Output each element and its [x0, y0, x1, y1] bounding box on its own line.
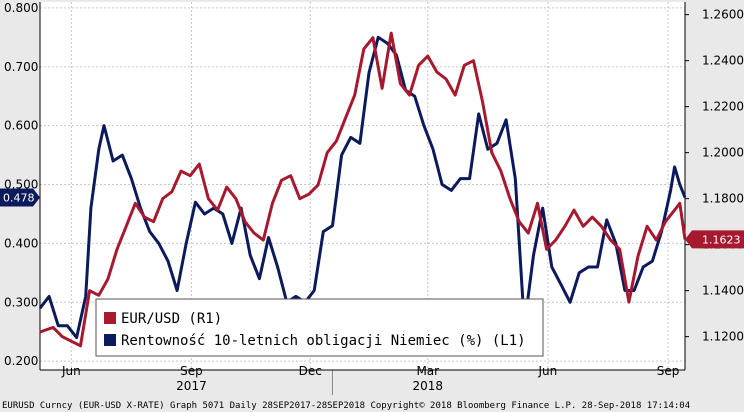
legend-label-eurusd: EUR/USD (R1) — [121, 311, 222, 327]
last-value-label-right: 1.1623 — [702, 233, 741, 246]
x-month-label: Jun — [61, 364, 81, 378]
y-right-tick-label: 1.1400 — [702, 284, 744, 298]
y-left-tick-label: 0.300 — [4, 295, 38, 309]
footer-source-text: EURUSD Curncy (EUR-USD X-RATE) Graph 507… — [2, 401, 690, 411]
y-left-tick-label: 0.700 — [4, 60, 38, 74]
gridlines — [40, 2, 685, 370]
legend-swatch-bund-yield — [104, 334, 116, 346]
x-month-label: Mar — [416, 364, 439, 378]
legend-label-bund-yield: Rentowność 10-letnich obligacji Niemiec … — [121, 333, 526, 349]
x-month-label: Jun — [538, 364, 558, 378]
y-left-tick-label: 0.600 — [4, 119, 38, 133]
legend-box — [95, 298, 544, 357]
y-right-tick-label: 1.2600 — [702, 8, 744, 22]
x-month-label: Sep — [180, 364, 203, 378]
x-month-label: Dec — [299, 364, 322, 378]
last-value-badges: 1.1623 0.478 — [0, 188, 744, 249]
last-value-label-left: 0.478 — [3, 191, 35, 204]
x-year-label: 2018 — [413, 379, 444, 393]
series-lines — [38, 31, 687, 348]
chart-legend: EUR/USD (R1) Rentowność 10-letnich oblig… — [95, 298, 544, 357]
y-right-tick-label: 1.1800 — [702, 192, 744, 206]
y-left-tick-label: 0.500 — [4, 178, 38, 192]
last-value-badge-right — [685, 230, 744, 249]
y-right-tick-label: 1.1200 — [702, 330, 744, 344]
series-line-eurusd — [39, 31, 687, 348]
x-year-label: 2017 — [176, 379, 207, 393]
y-left-tick-label: 0.800 — [4, 1, 38, 15]
legend-swatch-eurusd — [104, 312, 116, 324]
y-left-tick-label: 0.400 — [4, 236, 38, 250]
y-right-tick-label: 1.2400 — [702, 54, 744, 68]
last-value-badge-left — [0, 188, 40, 207]
x-month-label: Sep — [657, 364, 680, 378]
y-left-tick-label: 0.200 — [4, 354, 38, 368]
y-right-tick-label: 1.2200 — [702, 100, 744, 114]
y-right-tick-label: 1.2000 — [702, 146, 744, 160]
